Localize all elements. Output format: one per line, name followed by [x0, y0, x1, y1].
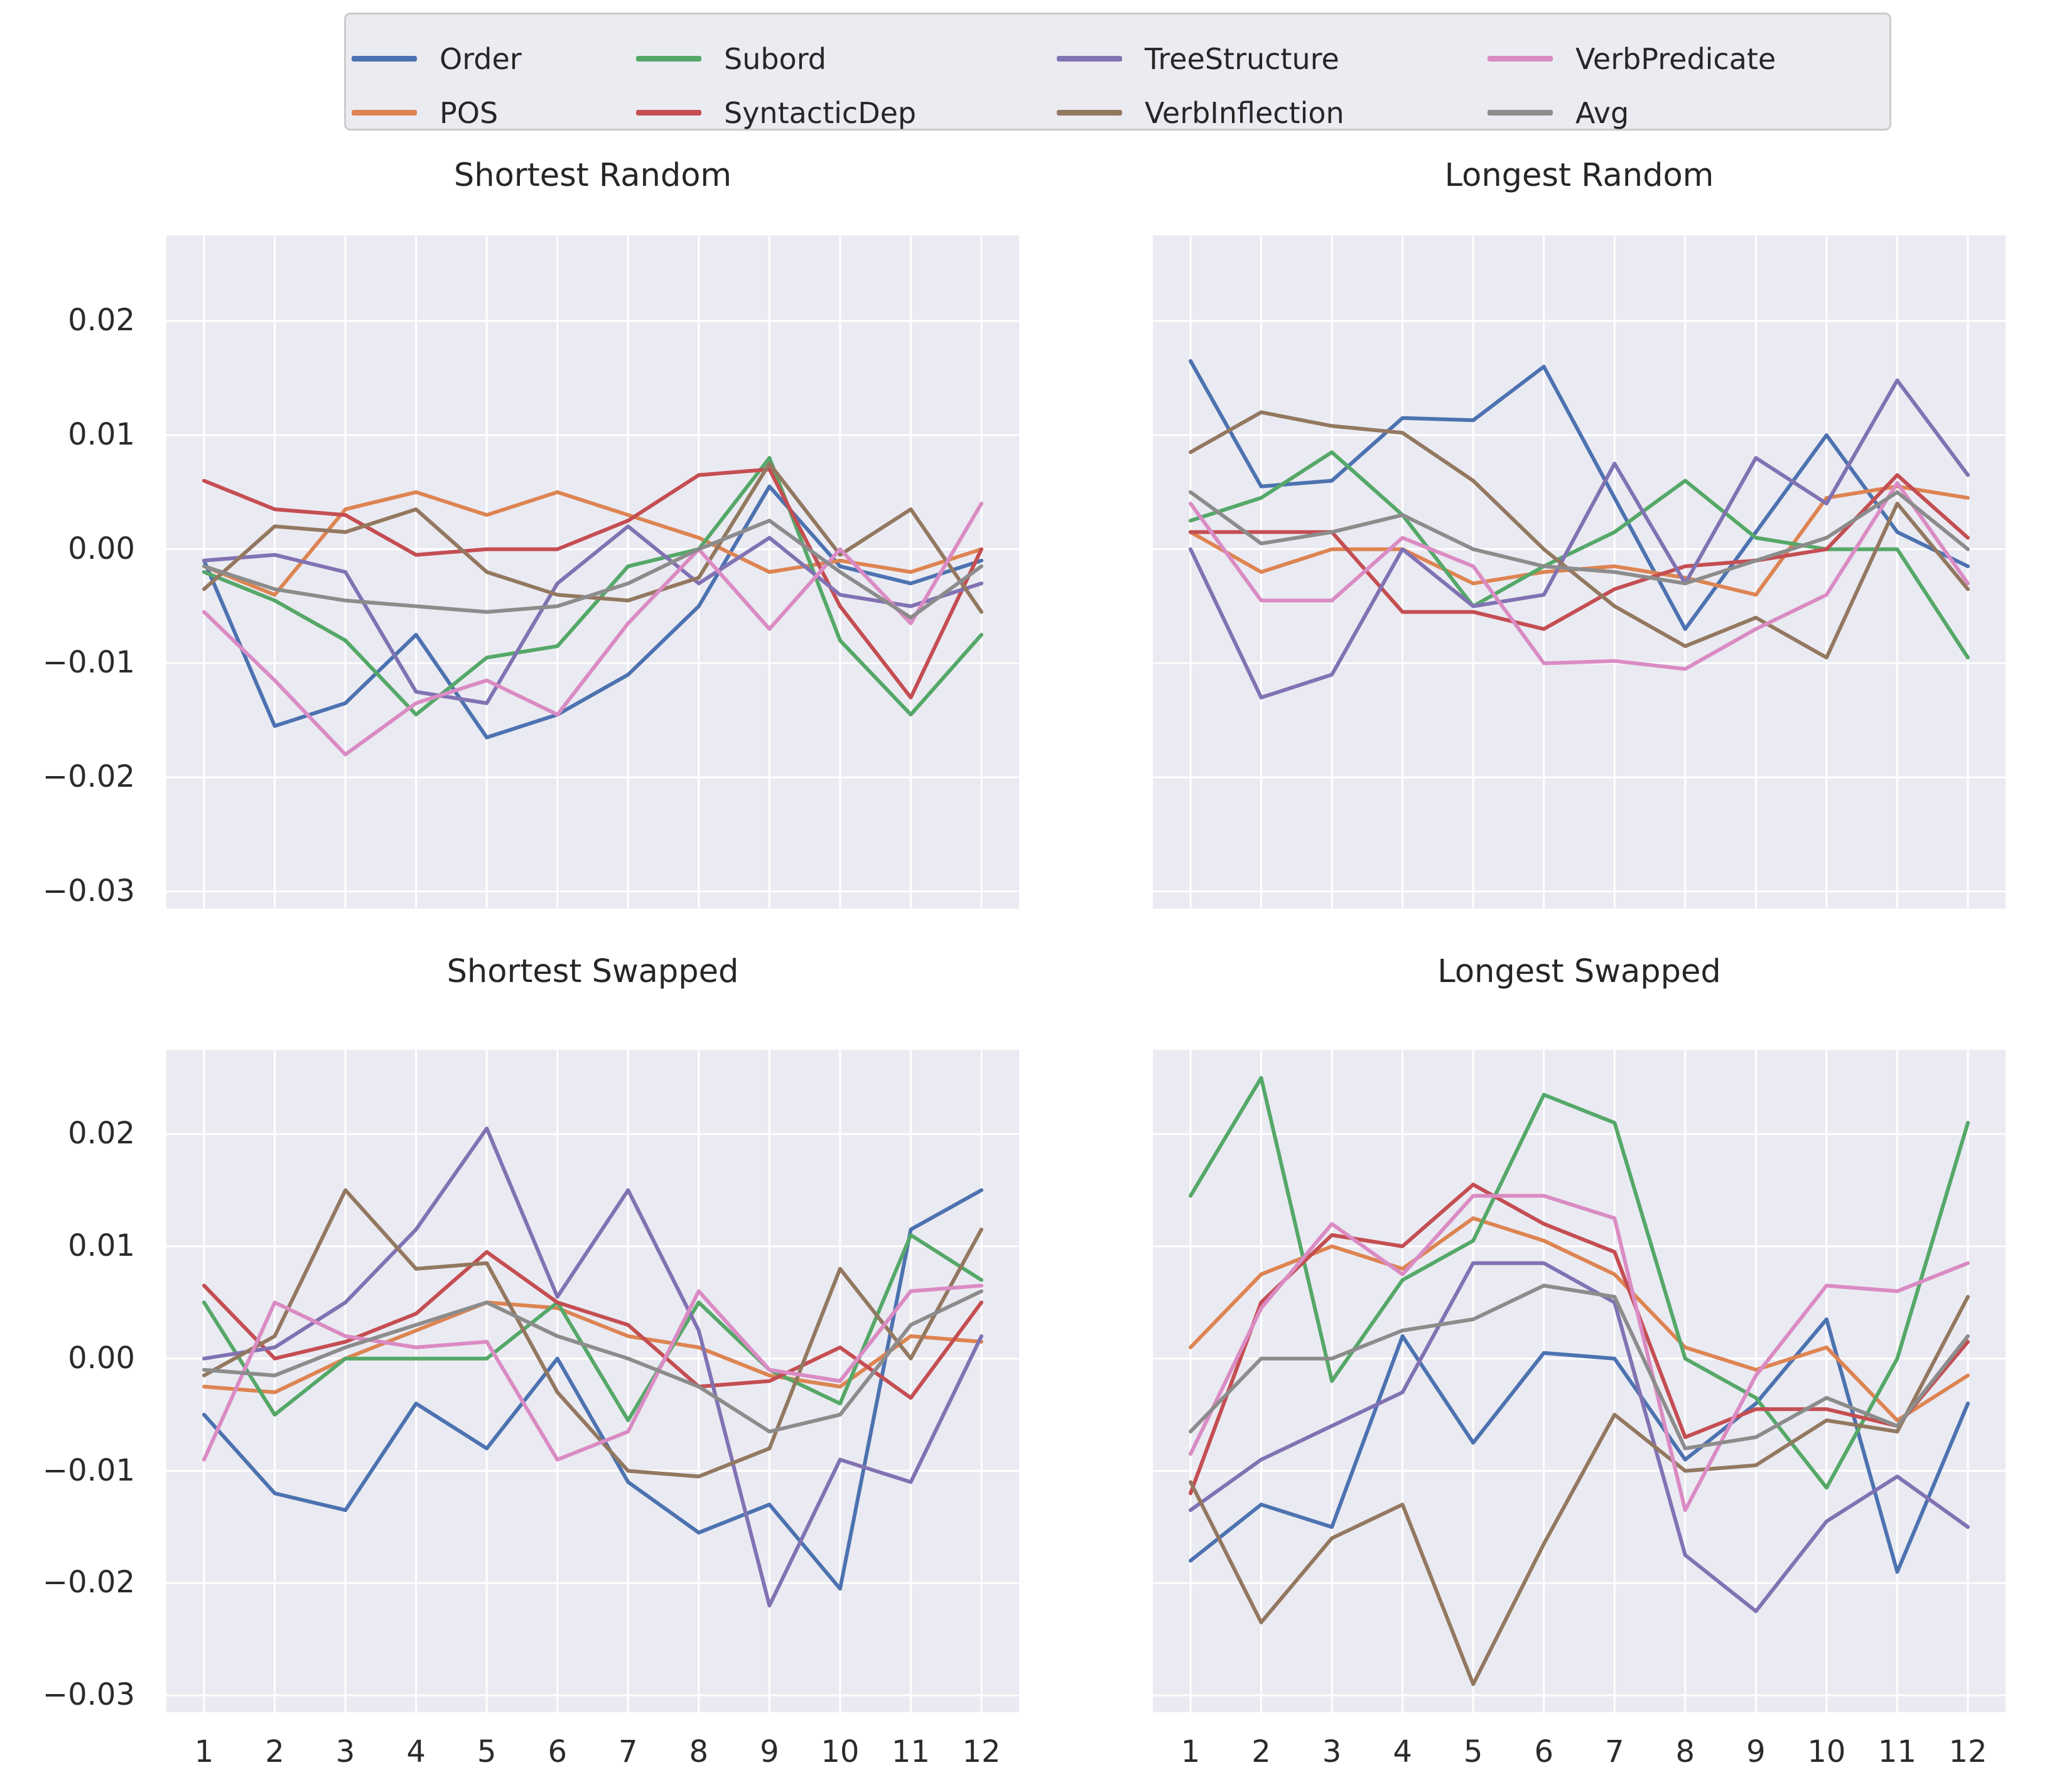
x-tick-label: 9 [760, 1734, 779, 1769]
series-line-avg [1189, 490, 1970, 586]
series-line-syntacticdep [1189, 1182, 1970, 1496]
series-line-verbinflection [1189, 410, 1970, 660]
chart-title: Shortest Random [453, 157, 732, 194]
chart-title: Longest Swapped [1437, 953, 1721, 990]
x-tick-label: 9 [1746, 1734, 1766, 1769]
plot-background [1153, 235, 2006, 909]
series-line-syntacticdep [202, 467, 983, 699]
series-line-verbpredicate [1189, 1194, 1970, 1513]
plot-area-shortest-random [166, 235, 1019, 909]
series-line-order [1189, 359, 1970, 631]
series-line-treestructure [1189, 378, 1970, 699]
y-tick-label: 0.01 [68, 416, 135, 452]
series-line-verbinflection [1189, 1295, 1970, 1687]
x-tick-label: 11 [1877, 1734, 1916, 1769]
x-tick-label: 8 [689, 1734, 709, 1769]
plot-background [1153, 1050, 2006, 1712]
x-tick-label: 1 [1180, 1734, 1201, 1769]
series-line-avg [1189, 1283, 1970, 1450]
x-tick-label: 5 [477, 1734, 497, 1769]
legend-line-swatch-verbpredicate-icon [1488, 56, 1553, 62]
plot-background [166, 1050, 1019, 1712]
series-line-avg [202, 1289, 983, 1433]
legend-label: TreeStructure [1145, 42, 1339, 76]
series-line-treestructure [202, 1126, 983, 1608]
chart-title: Longest Random [1444, 157, 1714, 194]
legend-label: Subord [724, 42, 826, 76]
y-tick-label: 0.00 [68, 1340, 135, 1376]
series-line-subord [202, 1233, 983, 1423]
x-tick-label: 7 [1604, 1734, 1624, 1769]
y-tick-label: −0.03 [42, 873, 135, 909]
chart-title: Shortest Swapped [446, 953, 739, 990]
plot-background [166, 235, 1019, 909]
x-tick-label: 11 [891, 1734, 930, 1769]
y-tick-label: −0.02 [42, 1565, 135, 1600]
plot-area-shortest-swapped [166, 1050, 1019, 1712]
series-line-avg [202, 519, 983, 620]
y-tick-label: −0.01 [42, 1452, 135, 1488]
y-tick-label: 0.00 [68, 531, 135, 566]
x-tick-label: 2 [1251, 1734, 1271, 1769]
series-line-verbpredicate [202, 502, 983, 757]
legend-label: Avg [1575, 96, 1629, 130]
legend-line-swatch-subord-icon [636, 56, 701, 62]
series-line-subord [1189, 1076, 1970, 1490]
x-tick-label: 6 [548, 1734, 567, 1769]
series-line-syntacticdep [202, 1250, 983, 1400]
y-tick-label: −0.01 [42, 645, 135, 681]
series-line-pos [1189, 1216, 1970, 1423]
legend-line-swatch-avg-icon [1488, 110, 1553, 116]
legend-label: SyntacticDep [724, 96, 917, 130]
x-tick-label: 7 [618, 1734, 638, 1769]
y-tick-label: 0.02 [68, 303, 135, 338]
legend-line-swatch-order-icon [352, 56, 417, 62]
legend-line-swatch-pos-icon [352, 110, 417, 116]
x-tick-label: 1 [194, 1734, 214, 1769]
legend: Order POS Subord SyntacticDep TreeStructure V… [344, 13, 1891, 131]
plot-area-longest-random [1153, 235, 2006, 909]
y-tick-label: −0.02 [42, 759, 135, 795]
legend-label: VerbPredicate [1575, 42, 1776, 76]
series-line-subord [1189, 450, 1970, 660]
legend-line-swatch-verbinflection-icon [1057, 110, 1122, 116]
x-tick-label: 12 [962, 1734, 1001, 1769]
legend-label: VerbInflection [1145, 96, 1344, 130]
series-line-verbpredicate [1189, 481, 1970, 671]
x-tick-label: 6 [1534, 1734, 1553, 1769]
series-line-verbinflection [202, 461, 983, 614]
y-tick-label: 0.02 [68, 1116, 135, 1152]
x-tick-label: 3 [1322, 1734, 1342, 1769]
x-tick-label: 8 [1675, 1734, 1695, 1769]
x-tick-label: 2 [265, 1734, 284, 1769]
plot-area-longest-swapped [1153, 1050, 2006, 1712]
series-line-treestructure [202, 524, 983, 705]
legend-label: POS [440, 96, 499, 130]
y-tick-label: 0.01 [68, 1228, 135, 1263]
legend-line-swatch-syntacticdep-icon [636, 110, 701, 116]
x-tick-label: 5 [1463, 1734, 1483, 1769]
series-line-verbpredicate [202, 1283, 983, 1462]
x-tick-label: 4 [406, 1734, 426, 1769]
series-line-subord [202, 456, 983, 717]
series-line-treestructure [1189, 1261, 1970, 1614]
x-tick-label: 3 [335, 1734, 355, 1769]
x-tick-label: 4 [1393, 1734, 1412, 1769]
legend-line-swatch-treestructure-icon [1057, 56, 1122, 62]
series-line-order [202, 484, 983, 740]
series-line-order [202, 1188, 983, 1591]
x-tick-label: 10 [1807, 1734, 1846, 1769]
series-line-verbinflection [202, 1188, 983, 1479]
x-tick-label: 12 [1948, 1734, 1987, 1769]
y-tick-label: −0.03 [42, 1677, 135, 1713]
legend-label: Order [440, 42, 522, 76]
x-tick-label: 10 [821, 1734, 860, 1769]
